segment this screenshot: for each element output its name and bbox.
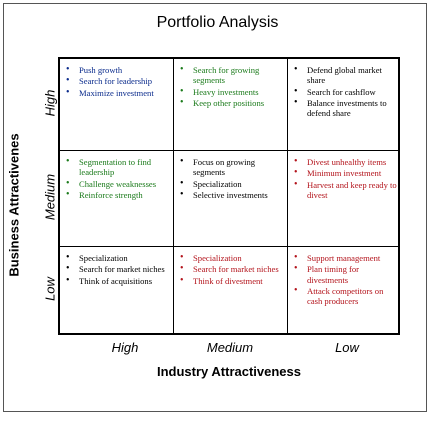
cell-medium-low: Divest unhealthy itemsMinimum investment… <box>288 151 398 247</box>
column-label-low: Low <box>335 340 359 355</box>
strategy-item: Maximize investment <box>66 88 172 99</box>
strategy-item: Attack competitors on cash producers <box>294 286 397 307</box>
cell-high-high: Push growthSearch for leadershipMaximize… <box>60 59 174 151</box>
strategy-item: Minimum investment <box>294 168 397 179</box>
strategy-item: Specialization <box>180 253 286 264</box>
strategy-item: Defend global market share <box>294 65 397 86</box>
strategy-item: Focus on growing segments <box>180 157 286 178</box>
column-label-high: High <box>111 340 139 355</box>
strategy-item: Heavy investments <box>180 87 286 98</box>
strategy-item: Search for market niches <box>66 264 172 275</box>
row-label-low: Low <box>42 277 58 301</box>
strategy-item: Challenge weaknesses <box>66 179 172 190</box>
cell-high-low: Defend global market shareSearch for cas… <box>288 59 398 151</box>
diagram-title: Portfolio Analysis <box>156 14 279 31</box>
cell-medium-high: Segmentation to find leadershipChallenge… <box>60 151 174 247</box>
cell-high-medium: Search for growing segmentsHeavy investm… <box>174 59 288 151</box>
cell-low-high: SpecializationSearch for market nichesTh… <box>60 247 174 333</box>
strategy-item: Plan timing for divestments <box>294 264 397 285</box>
strategy-item: Push growth <box>66 65 172 76</box>
strategy-item: Reinforce strength <box>66 190 172 201</box>
strategy-item: Think of acquisitions <box>66 276 172 287</box>
cell-medium-medium: Focus on growing segmentsSpecializationS… <box>174 151 288 247</box>
strategy-item: Think of divestment <box>180 276 286 287</box>
strategy-item: Harvest and keep ready to divest <box>294 180 397 201</box>
y-axis-label: Business Attractivenes <box>6 133 22 277</box>
strategy-item: Selective investments <box>180 190 286 201</box>
strategy-item: Search for growing segments <box>180 65 286 86</box>
strategy-item: Search for cashflow <box>294 87 397 98</box>
cell-low-low: Support managementPlan timing for divest… <box>288 247 398 333</box>
strategy-item: Search for leadership <box>66 76 172 87</box>
strategy-item: Divest unhealthy items <box>294 157 397 168</box>
strategy-item: Support management <box>294 253 397 264</box>
x-axis-label: Industry Attractiveness <box>156 364 301 379</box>
strategy-item: Segmentation to find leadership <box>66 157 172 178</box>
portfolio-matrix: Push growthSearch for leadershipMaximize… <box>58 57 400 335</box>
cell-low-medium: SpecializationSearch for market nichesTh… <box>174 247 288 333</box>
row-label-medium: Medium <box>42 173 58 221</box>
strategy-item: Keep other positions <box>180 98 286 109</box>
strategy-item: Specialization <box>180 179 286 190</box>
strategy-item: Search for market niches <box>180 264 286 275</box>
column-label-medium: Medium <box>206 340 254 355</box>
strategy-item: Balance investments to defend share <box>294 98 397 119</box>
row-label-high: High <box>42 89 58 117</box>
strategy-item: Specialization <box>66 253 172 264</box>
